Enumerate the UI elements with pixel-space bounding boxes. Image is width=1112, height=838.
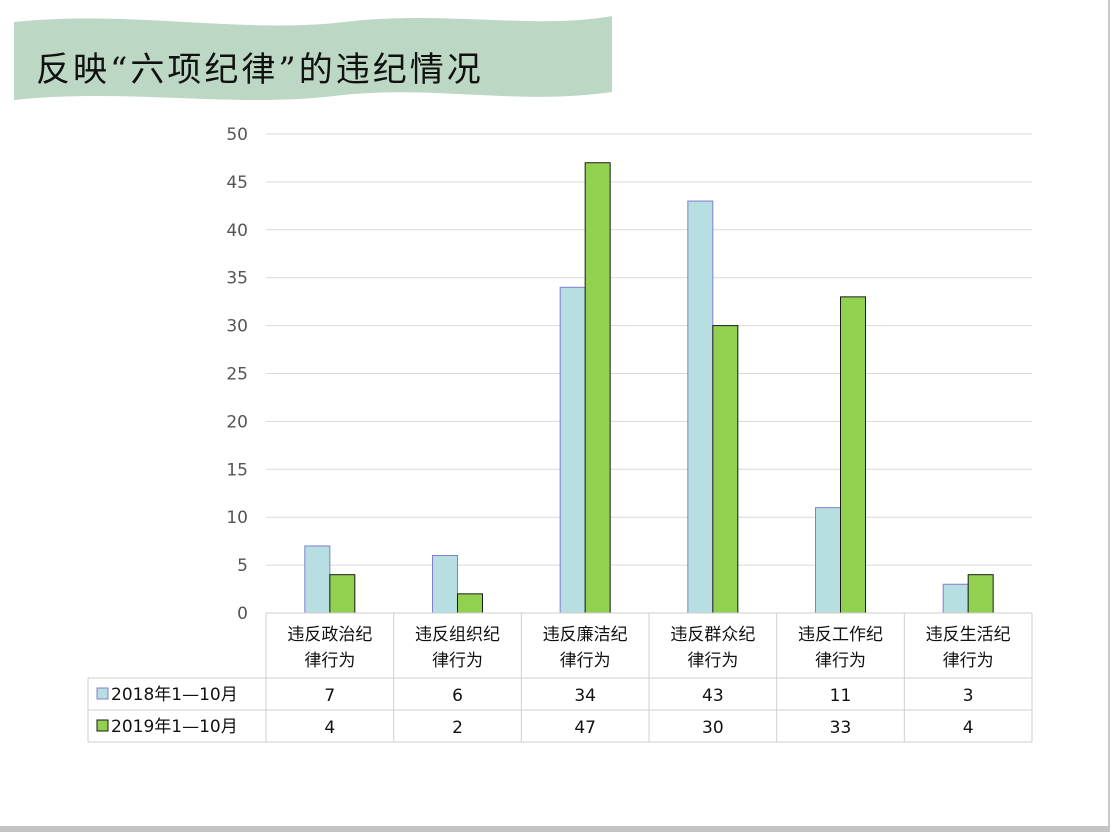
bar — [457, 593, 483, 614]
x-tick-label: 违反群众纪 — [670, 625, 755, 645]
data-value: 6 — [452, 686, 463, 706]
data-value: 34 — [574, 686, 596, 706]
bar — [712, 325, 739, 614]
data-value: 30 — [702, 718, 724, 738]
x-tick-label: 律行为 — [687, 651, 738, 671]
y-tick-label: 50 — [226, 125, 248, 145]
x-tick-label: 违反组织纪 — [415, 625, 500, 645]
bar — [432, 555, 458, 614]
y-tick-label: 40 — [226, 221, 248, 241]
bar — [584, 162, 611, 614]
bar — [304, 545, 331, 614]
y-tick-label: 20 — [226, 412, 248, 432]
bar — [687, 200, 714, 614]
y-tick-label: 10 — [226, 508, 248, 528]
x-tick-label: 律行为 — [815, 651, 866, 671]
data-value: 11 — [830, 686, 852, 706]
data-value: 4 — [324, 718, 335, 738]
x-tick-label: 律行为 — [304, 651, 355, 671]
x-tick-label: 违反廉洁纪 — [543, 625, 628, 645]
legend-label: 2018年1—10月 — [111, 685, 238, 705]
x-tick-label: 违反政治纪 — [287, 625, 372, 645]
y-tick-label: 30 — [226, 317, 248, 337]
x-tick-label: 律行为 — [432, 651, 483, 671]
x-tick-label: 律行为 — [560, 651, 611, 671]
x-tick-label: 违反工作纪 — [798, 625, 883, 645]
data-value: 2 — [452, 718, 463, 738]
y-tick-label: 0 — [237, 604, 248, 624]
data-value: 3 — [963, 686, 974, 706]
bar — [942, 583, 969, 614]
bar — [815, 507, 841, 614]
bar — [967, 574, 994, 614]
banner-shape — [14, 16, 612, 100]
data-value: 7 — [324, 686, 335, 706]
legend-label: 2019年1—10月 — [111, 717, 238, 737]
data-value: 4 — [963, 718, 974, 738]
y-tick-label: 5 — [237, 556, 248, 576]
bar — [329, 574, 356, 614]
y-tick-label: 45 — [226, 173, 248, 193]
data-value: 43 — [702, 686, 724, 706]
y-tick-label: 35 — [226, 269, 248, 289]
legend-key — [96, 687, 109, 700]
title-banner: 反映“六项纪律”的违纪情况 — [14, 12, 612, 104]
x-tick-label: 违反生活纪 — [926, 625, 1011, 645]
legend-key — [96, 719, 109, 732]
page-title: 反映“六项纪律”的违纪情况 — [36, 50, 484, 90]
bar — [840, 296, 866, 614]
bar — [559, 286, 586, 614]
x-tick-label: 律行为 — [943, 651, 994, 671]
y-tick-label: 25 — [226, 365, 248, 385]
data-value: 47 — [574, 718, 596, 738]
y-tick-label: 15 — [226, 460, 248, 480]
data-value: 33 — [830, 718, 852, 738]
